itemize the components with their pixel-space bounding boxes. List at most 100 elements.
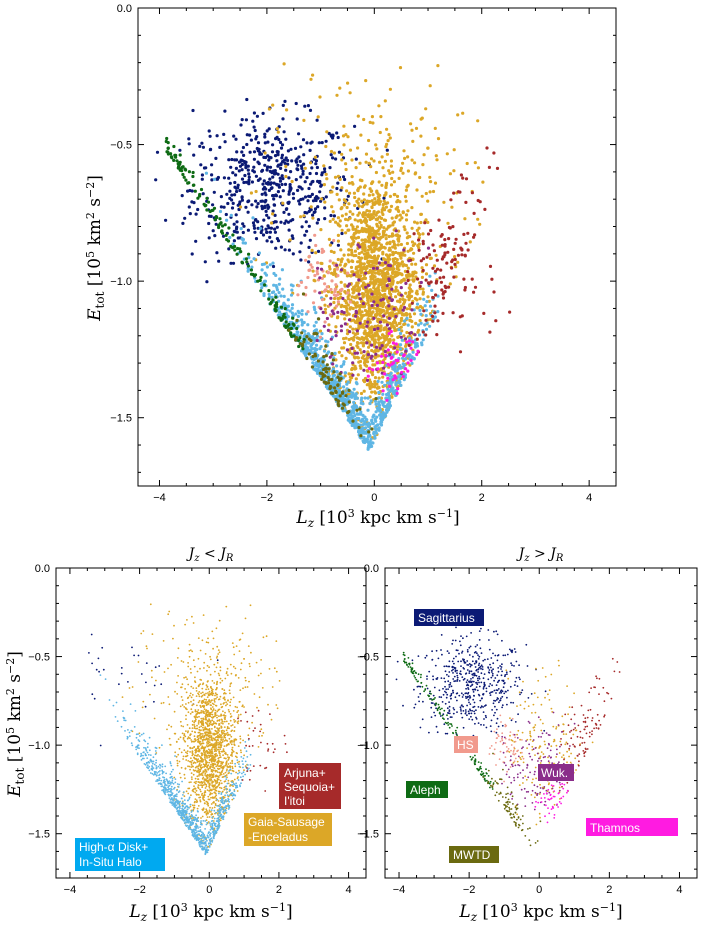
scatter-point-gse bbox=[394, 215, 398, 220]
scatter-point-gse bbox=[415, 292, 419, 296]
scatter-point-sgr bbox=[263, 135, 267, 139]
scatter-point-gse bbox=[336, 174, 340, 178]
scatter-point-gse bbox=[346, 297, 350, 301]
scatter-point-ha bbox=[212, 177, 217, 181]
scatter-point-ha bbox=[310, 343, 314, 347]
scatter-point-ha bbox=[376, 379, 380, 383]
scatter-point-aleph bbox=[184, 178, 188, 182]
scatter-point-gse bbox=[396, 273, 400, 277]
scatter-point-gse bbox=[370, 385, 375, 389]
scatter-point-gse bbox=[376, 198, 380, 202]
scatter-point-gse bbox=[399, 280, 403, 284]
scatter-point-gse bbox=[424, 107, 428, 111]
scatter-point-gse bbox=[351, 212, 355, 216]
scatter-point-mwtd bbox=[338, 377, 342, 381]
scatter-point-sgr bbox=[291, 218, 295, 222]
scatter-point-arj bbox=[464, 241, 468, 245]
scatter-point-arj bbox=[425, 255, 429, 259]
scatter-point-sgr bbox=[240, 150, 244, 154]
scatter-point-wuk bbox=[409, 331, 413, 335]
scatter-point-sgr bbox=[244, 118, 248, 122]
scatter-point-sgr bbox=[256, 202, 260, 206]
scatter-point-ha bbox=[406, 323, 410, 327]
scatter-point-gse bbox=[368, 187, 372, 191]
scatter-point-ha bbox=[423, 304, 427, 308]
scatter-point-gse bbox=[201, 815, 204, 818]
scatter-point-sgr bbox=[286, 162, 290, 166]
scatter-point-ha bbox=[421, 338, 425, 342]
scatter-point-ha bbox=[247, 267, 251, 271]
scatter-point-gse bbox=[390, 305, 394, 309]
scatter-point-gse bbox=[210, 763, 212, 766]
scatter-point-gse bbox=[227, 699, 229, 702]
scatter-point-sgr bbox=[278, 195, 282, 199]
scatter-point-gse bbox=[397, 239, 401, 243]
scatter-point-tham bbox=[386, 376, 390, 380]
scatter-point-gse bbox=[370, 390, 374, 394]
scatter-point-gse bbox=[175, 755, 178, 758]
scatter-point-gse bbox=[348, 191, 352, 195]
scatter-point-arj bbox=[421, 242, 425, 246]
scatter-point-sgr bbox=[88, 652, 90, 654]
scatter-point-gse bbox=[387, 340, 391, 344]
scatter-point-wuk bbox=[340, 310, 344, 314]
scatter-point-gse bbox=[385, 270, 389, 274]
scatter-point-mwtd bbox=[313, 352, 317, 356]
scatter-point-hs bbox=[326, 270, 330, 274]
scatter-point-sgr bbox=[91, 693, 94, 696]
scatter-point-gse bbox=[209, 673, 212, 676]
scatter-point-aleph bbox=[245, 260, 249, 264]
scatter-point-gse bbox=[375, 190, 379, 194]
scatter-point-gse bbox=[335, 192, 339, 196]
scatter-point-tham bbox=[409, 346, 413, 350]
scatter-point-wuk bbox=[357, 292, 361, 296]
scatter-point-sgr bbox=[353, 124, 357, 128]
scatter-point-sgr bbox=[309, 141, 313, 145]
scatter-point-gse bbox=[342, 203, 346, 207]
scatter-point-aleph bbox=[275, 302, 279, 306]
scatter-point-mwtd bbox=[351, 419, 355, 423]
scatter-point-gse bbox=[389, 159, 393, 163]
scatter-point-gse bbox=[379, 200, 383, 204]
scatter-point-gse bbox=[174, 690, 176, 693]
scatter-point-gse bbox=[358, 258, 362, 262]
scatter-point-gse bbox=[318, 95, 322, 99]
scatter-point-gse bbox=[375, 224, 379, 228]
scatter-point-aleph bbox=[176, 162, 180, 166]
scatter-point-gse bbox=[194, 777, 197, 780]
scatter-point-gse bbox=[355, 281, 359, 285]
scatter-point-sgr bbox=[210, 163, 214, 167]
scatter-point-gse bbox=[359, 133, 363, 137]
scatter-point-ha bbox=[251, 216, 255, 220]
scatter-point-wuk bbox=[336, 310, 340, 314]
scatter-point-tham bbox=[391, 378, 395, 382]
scatter-point-arj bbox=[443, 253, 447, 257]
scatter-point-gse bbox=[426, 199, 430, 203]
scatter-point-gse bbox=[431, 189, 436, 194]
scatter-point-sgr bbox=[215, 134, 219, 138]
scatter-point-sgr bbox=[232, 222, 236, 226]
scatter-point-aleph bbox=[301, 347, 305, 351]
scatter-point-gse bbox=[373, 380, 377, 384]
scatter-point-gse bbox=[345, 274, 349, 278]
scatter-point-gse bbox=[267, 107, 271, 111]
scatter-point-gse bbox=[206, 765, 209, 767]
scatter-point-gse bbox=[350, 367, 354, 372]
scatter-point-mwtd bbox=[325, 363, 329, 367]
scatter-point-ha bbox=[343, 399, 347, 403]
scatter-point-gse bbox=[214, 692, 217, 695]
scatter-point-gse bbox=[361, 229, 365, 233]
scatter-point-sgr bbox=[240, 168, 244, 172]
scatter-point-sgr bbox=[316, 196, 320, 200]
scatter-point-wuk bbox=[351, 361, 355, 365]
scatter-point-ha bbox=[399, 343, 403, 347]
scatter-point-gse bbox=[381, 278, 385, 282]
scatter-point-gse bbox=[368, 225, 372, 229]
scatter-point-arj bbox=[441, 296, 446, 300]
scatter-point-gse bbox=[393, 328, 397, 333]
scatter-point-gse bbox=[392, 338, 396, 342]
scatter-point-gse bbox=[271, 212, 275, 216]
scatter-point-arj bbox=[492, 151, 496, 155]
scatter-point-gse bbox=[372, 306, 376, 310]
scatter-point-gse bbox=[426, 220, 430, 224]
